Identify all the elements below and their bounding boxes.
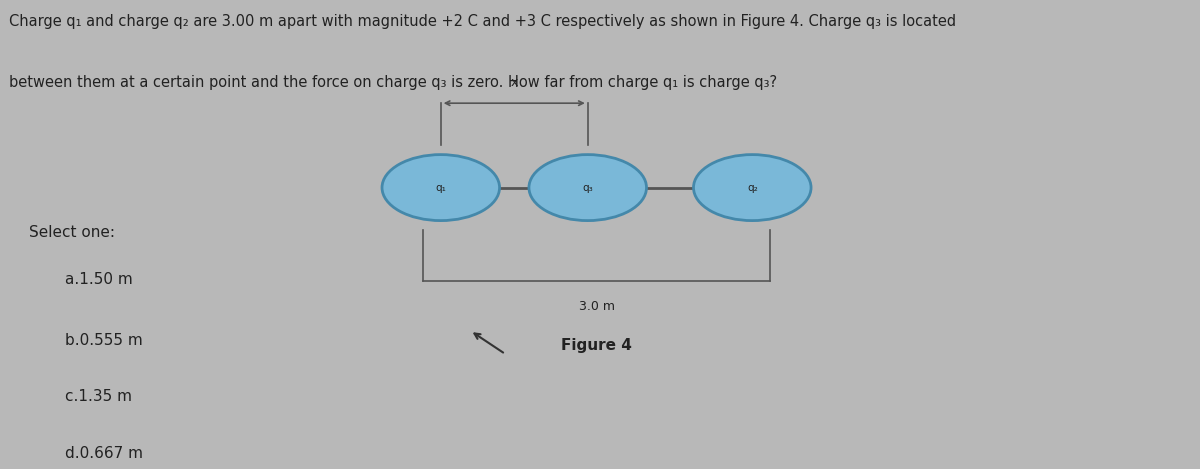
Text: d.0.667 m: d.0.667 m	[65, 446, 143, 461]
Text: Figure 4: Figure 4	[562, 338, 632, 353]
Text: q₃: q₃	[582, 182, 593, 193]
Text: q₂: q₂	[746, 182, 757, 193]
Text: Select one:: Select one:	[29, 225, 115, 240]
Text: between them at a certain point and the force on charge q₃ is zero. How far from: between them at a certain point and the …	[10, 75, 778, 90]
Text: 3.0 m: 3.0 m	[578, 300, 614, 313]
Text: a.1.50 m: a.1.50 m	[65, 272, 132, 287]
Text: q₁: q₁	[436, 182, 446, 193]
Text: Charge q₁ and charge q₂ are 3.00 m apart with magnitude +2 C and +3 C respective: Charge q₁ and charge q₂ are 3.00 m apart…	[10, 14, 956, 29]
Text: x: x	[510, 76, 518, 89]
Text: b.0.555 m: b.0.555 m	[65, 333, 143, 348]
Text: c.1.35 m: c.1.35 m	[65, 389, 132, 404]
Ellipse shape	[694, 155, 811, 220]
Ellipse shape	[382, 155, 499, 220]
Ellipse shape	[529, 155, 647, 220]
